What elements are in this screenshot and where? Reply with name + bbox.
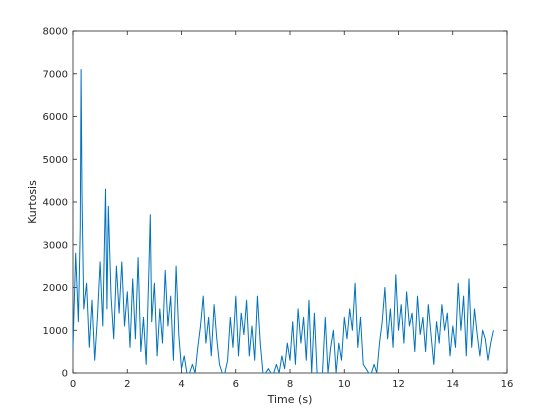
x-tick-label: 4 (178, 379, 184, 390)
y-axis-label: Kurtosis (26, 180, 39, 224)
series-layer (72, 69, 494, 374)
y-tick-label: 7000 (43, 69, 68, 80)
y-tick-label: 5000 (43, 155, 68, 166)
y-tick-label: 0 (62, 369, 68, 380)
x-axis-label: Time (s) (267, 393, 313, 406)
y-tick-label: 2000 (43, 283, 68, 294)
y-tick-label: 4000 (43, 198, 68, 209)
x-tick-label: 6 (233, 379, 239, 390)
x-tick-label: 12 (392, 379, 405, 390)
x-tick-label: 0 (70, 379, 76, 390)
x-tick-label: 14 (446, 379, 459, 390)
kurtosis-series-line (72, 69, 494, 374)
x-axis-ticks: 0 2 4 6 8 10 12 14 16 (70, 31, 514, 390)
x-tick-label: 16 (501, 379, 514, 390)
y-tick-label: 6000 (43, 112, 68, 123)
y-tick-label: 1000 (43, 326, 68, 337)
x-tick-label: 8 (287, 379, 293, 390)
plot-area: 0 2 4 6 8 10 12 14 16 0 1000 2000 3000 4000 5000 6000 7… (43, 27, 514, 391)
x-tick-label: 2 (124, 379, 130, 390)
axes-frame (72, 30, 508, 374)
y-tick-label: 8000 (43, 27, 68, 38)
y-tick-label: 3000 (43, 240, 68, 251)
y-axis-ticks: 0 1000 2000 3000 4000 5000 6000 7000 8000 (43, 27, 507, 380)
x-tick-label: 10 (338, 379, 351, 390)
